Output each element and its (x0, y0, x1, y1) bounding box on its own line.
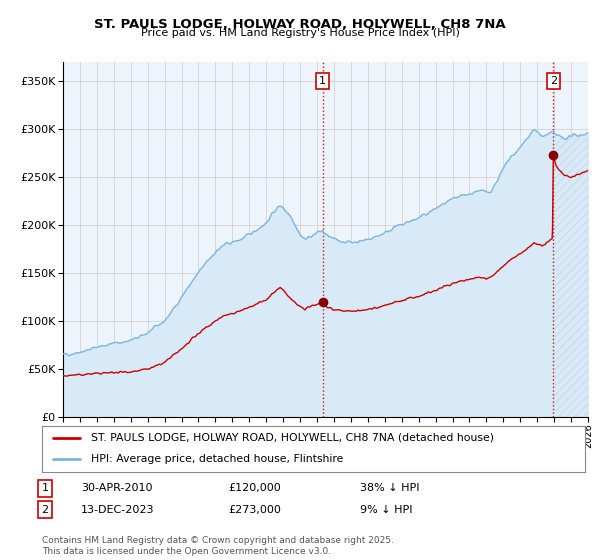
Text: Contains HM Land Registry data © Crown copyright and database right 2025.
This d: Contains HM Land Registry data © Crown c… (42, 536, 394, 556)
Text: 1: 1 (41, 483, 49, 493)
Text: ST. PAULS LODGE, HOLWAY ROAD, HOLYWELL, CH8 7NA: ST. PAULS LODGE, HOLWAY ROAD, HOLYWELL, … (94, 18, 506, 31)
Text: 2: 2 (41, 505, 49, 515)
Text: 30-APR-2010: 30-APR-2010 (81, 483, 152, 493)
Text: £120,000: £120,000 (228, 483, 281, 493)
Text: 2: 2 (550, 76, 557, 86)
Text: 13-DEC-2023: 13-DEC-2023 (81, 505, 155, 515)
Text: £273,000: £273,000 (228, 505, 281, 515)
Text: 9% ↓ HPI: 9% ↓ HPI (360, 505, 413, 515)
Text: Price paid vs. HM Land Registry's House Price Index (HPI): Price paid vs. HM Land Registry's House … (140, 28, 460, 38)
Text: 38% ↓ HPI: 38% ↓ HPI (360, 483, 419, 493)
Text: ST. PAULS LODGE, HOLWAY ROAD, HOLYWELL, CH8 7NA (detached house): ST. PAULS LODGE, HOLWAY ROAD, HOLYWELL, … (91, 433, 494, 443)
Text: HPI: Average price, detached house, Flintshire: HPI: Average price, detached house, Flin… (91, 454, 343, 464)
Text: 1: 1 (319, 76, 326, 86)
